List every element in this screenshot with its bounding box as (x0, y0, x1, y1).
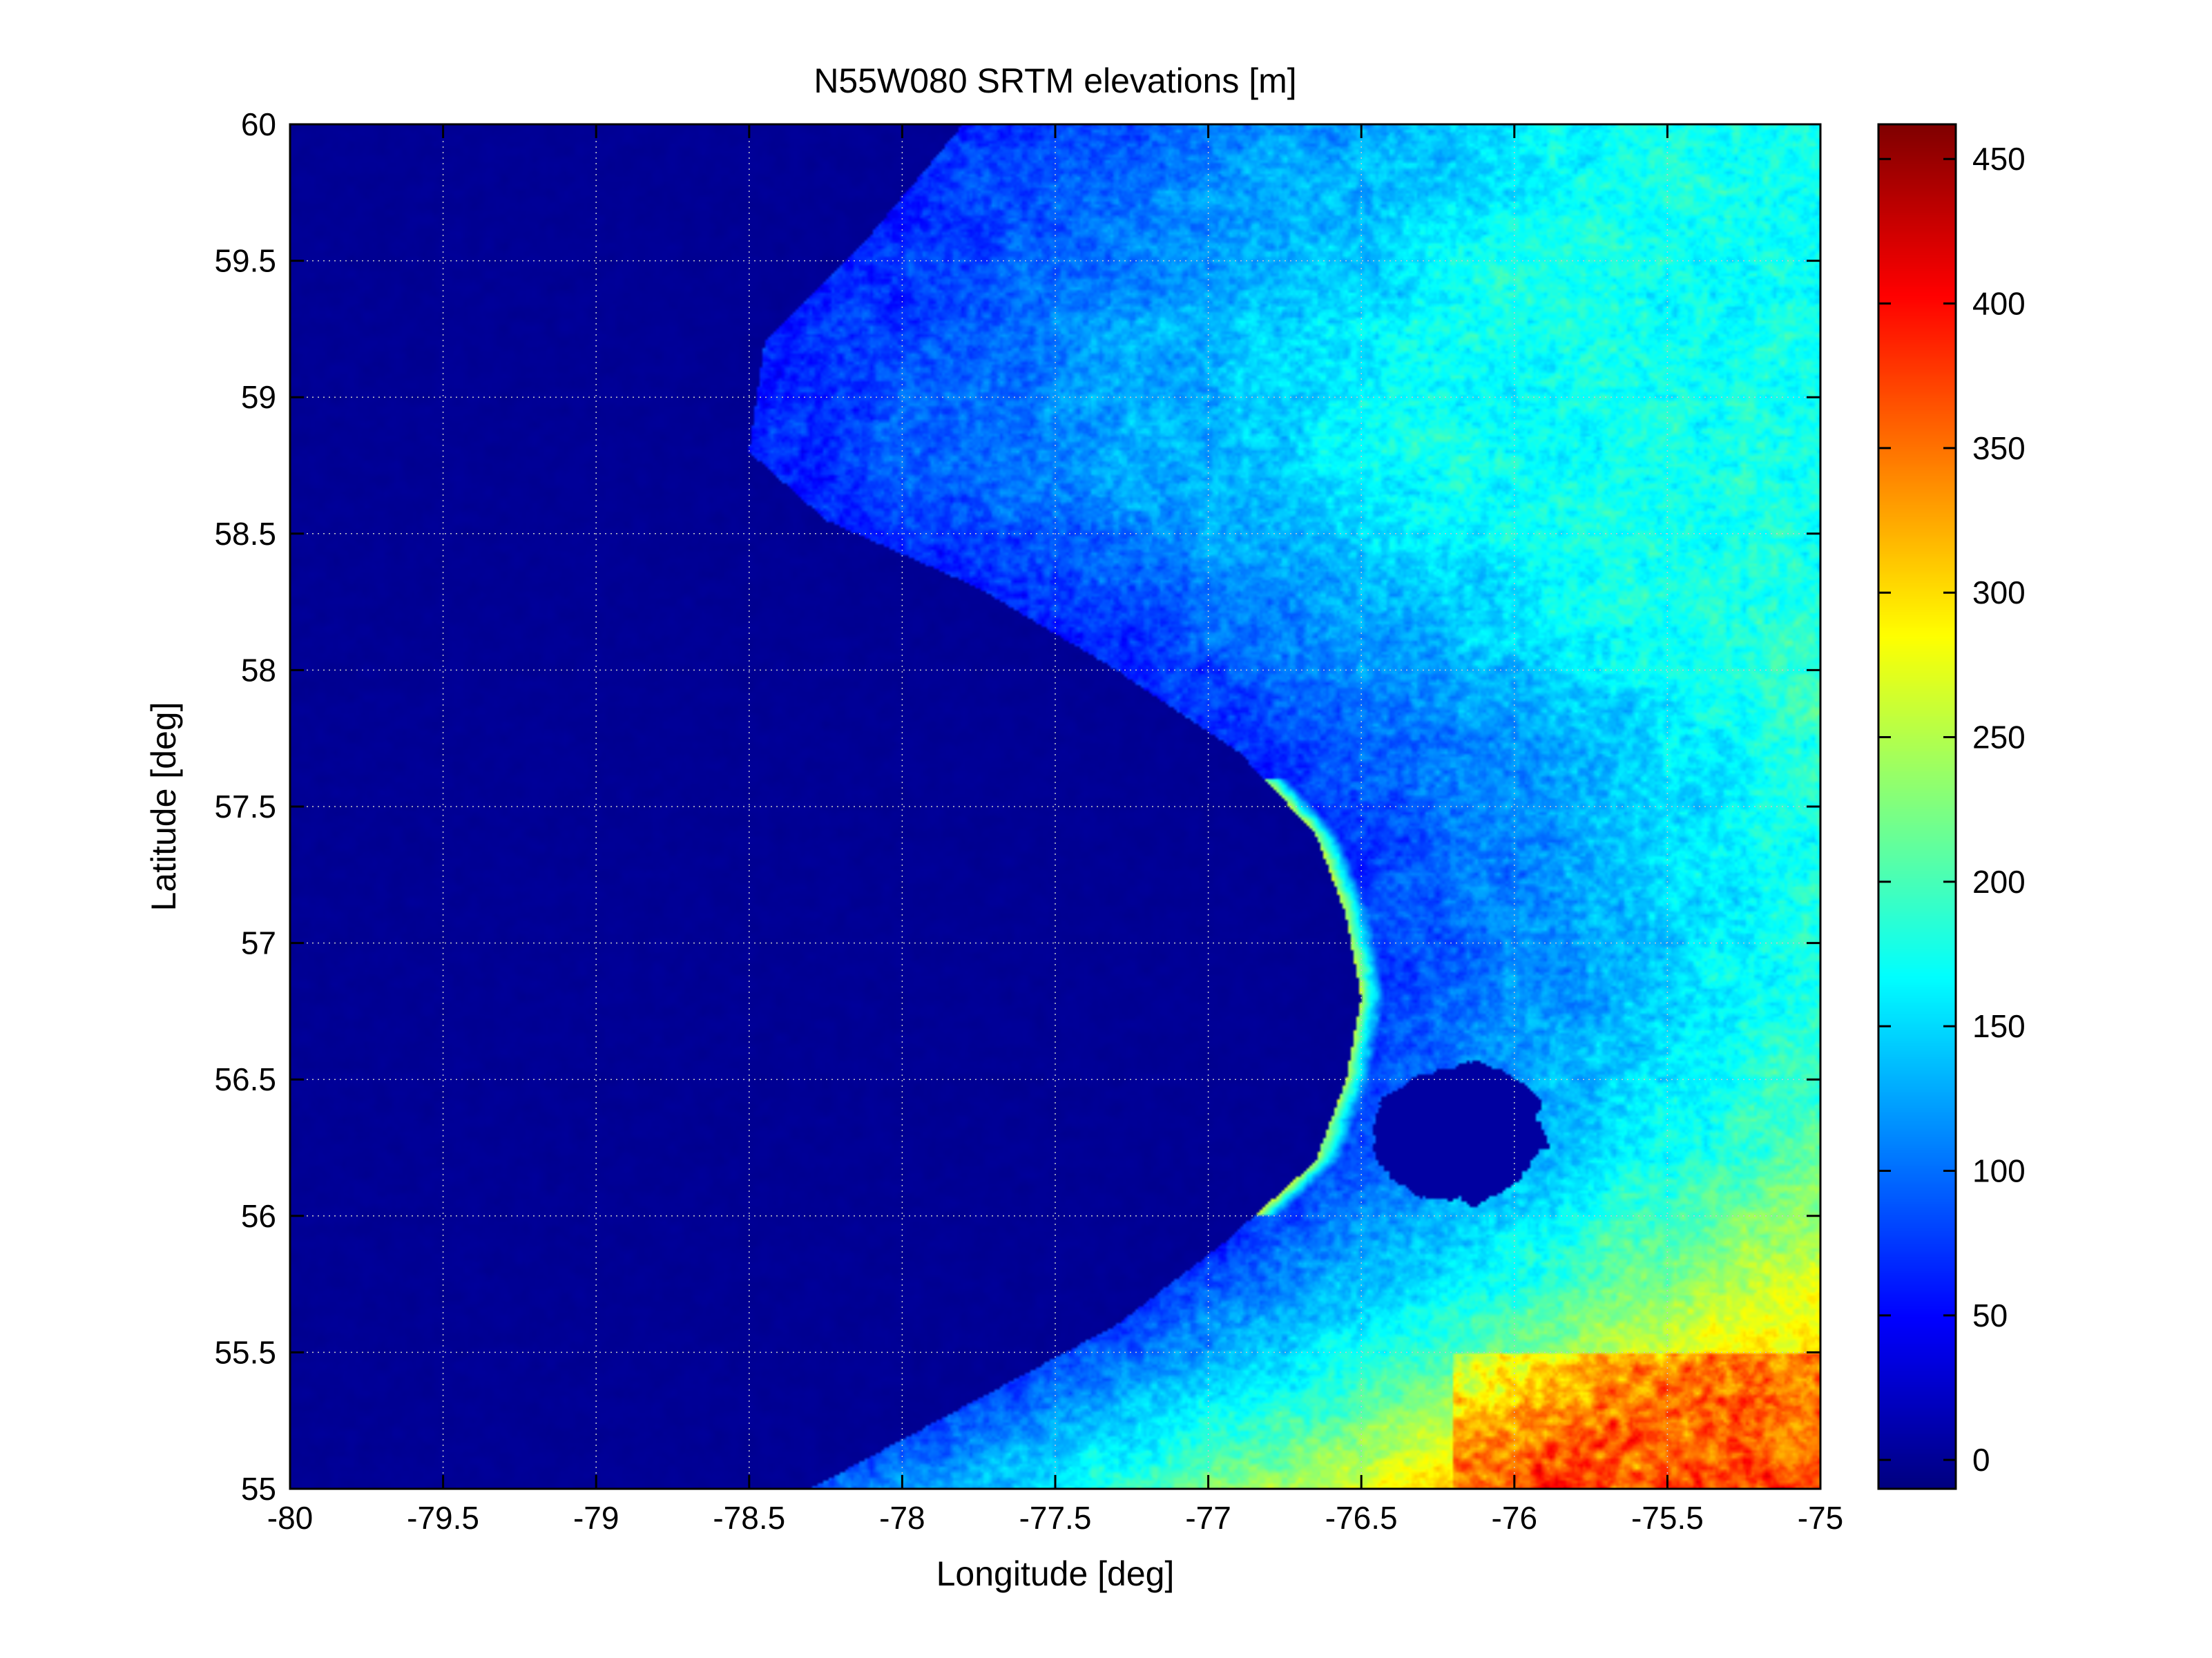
x-tick-label: -77 (1185, 1500, 1231, 1536)
y-axis-title: Latitude [deg] (144, 702, 183, 911)
grid-lines (290, 124, 1820, 1489)
y-tick-label: 59 (241, 379, 276, 415)
plot-area: -80 -79.5 -79 -78.5 -78 -77.5 -77 -76.5 -76 -75.5… (214, 106, 1843, 1536)
x-tick-label: -78 (879, 1500, 925, 1536)
colorbar-tick-label: 50 (1972, 1298, 2008, 1333)
colorbar-tick-label: 250 (1972, 720, 2026, 755)
colorbar-tick-label: 350 (1972, 430, 2026, 466)
x-tick-label: -78.5 (713, 1500, 785, 1536)
y-tick-label: 60 (241, 106, 276, 142)
colorbar-gradient (1878, 124, 1956, 1489)
y-tick-label: 56.5 (214, 1061, 276, 1097)
colorbar-tick-label: 200 (1972, 864, 2026, 900)
colorbar-tick-label: 150 (1972, 1008, 2026, 1044)
colorbar: 0 50 100 150 200 250 300 350 400 450 (1877, 123, 2026, 1490)
colorbar-tick-label: 400 (1972, 286, 2026, 322)
colorbar-tick-label: 300 (1972, 575, 2026, 610)
colorbar-tick-label: 100 (1972, 1153, 2026, 1188)
colorbar-frame (1877, 123, 1957, 1490)
y-tick-label: 57 (241, 925, 276, 961)
x-tick-label: -76 (1492, 1500, 1537, 1536)
y-tick-label: 58 (241, 652, 276, 688)
x-axis-title: Longitude [deg] (936, 1554, 1175, 1593)
y-tick-label: 59.5 (214, 243, 276, 279)
colorbar-ticks: 0 50 100 150 200 250 300 350 400 450 (1878, 141, 2026, 1478)
x-tick-label: -76.5 (1325, 1500, 1398, 1536)
colorbar-tick-label: 450 (1972, 141, 2026, 177)
x-tick-label: -79 (573, 1500, 619, 1536)
y-axis-ticks: 55 55.5 56 56.5 57 57.5 58 58.5 59 59.5 60 (214, 106, 1820, 1507)
x-tick-label: -79.5 (407, 1500, 479, 1536)
y-tick-label: 56 (241, 1198, 276, 1234)
y-tick-label: 57.5 (214, 789, 276, 825)
y-tick-label: 55.5 (214, 1334, 276, 1370)
x-tick-label: -80 (267, 1500, 313, 1536)
x-axis-ticks: -80 -79.5 -79 -78.5 -78 -77.5 -77 -76.5 -76 -75.5… (267, 124, 1843, 1536)
chart-title: N55W080 SRTM elevations [m] (814, 61, 1296, 100)
x-tick-label: -75 (1798, 1500, 1843, 1536)
y-tick-label: 55 (241, 1471, 276, 1507)
y-tick-label: 58.5 (214, 516, 276, 552)
colorbar-tick-label: 0 (1972, 1442, 1990, 1478)
x-tick-label: -75.5 (1631, 1500, 1704, 1536)
x-tick-label: -77.5 (1019, 1500, 1092, 1536)
